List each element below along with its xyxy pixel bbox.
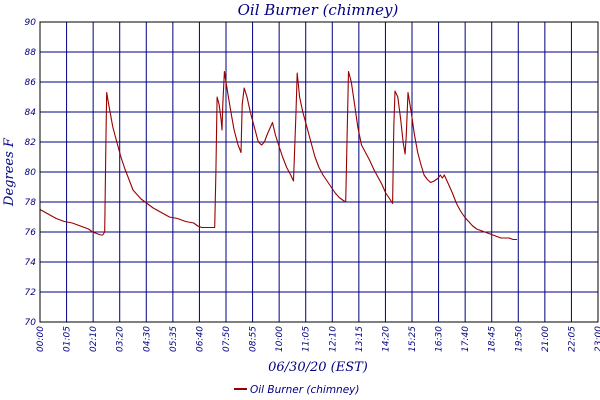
- x-tick-labels: 00:00 01:05 02:10 03:20 04:30 05:35 06:40 07:50…: [36, 326, 600, 352]
- x-tick-label: 14:20: [381, 326, 391, 352]
- y-tick-label: 82: [25, 138, 37, 148]
- x-tick-label: 15:25: [408, 326, 418, 352]
- x-tick-label: 17:40: [461, 326, 471, 352]
- x-tick-label: 07:50: [222, 326, 232, 352]
- y-tick-label: 74: [25, 258, 37, 268]
- chart-title: Oil Burner (chimney): [238, 1, 399, 19]
- x-tick-label: 13:15: [355, 326, 365, 352]
- legend-label: Oil Burner (chimney): [250, 384, 359, 396]
- x-tick-label: 21:00: [541, 326, 551, 352]
- y-tick-label: 72: [25, 288, 37, 298]
- x-tick-label: 10:00: [275, 326, 285, 352]
- x-tick-label: 19:50: [514, 326, 524, 352]
- series-line: [39, 70, 518, 241]
- x-tick-label: 22:05: [567, 326, 577, 352]
- y-tick-label: 78: [25, 198, 37, 208]
- x-tick-label: 23:00: [594, 326, 600, 352]
- x-tick-label: 02:10: [89, 326, 99, 352]
- legend: Oil Burner (chimney): [234, 384, 359, 396]
- x-tick-label: 18:45: [488, 326, 498, 352]
- x-tick-label: 04:30: [142, 326, 152, 352]
- x-tick-label: 06:40: [195, 326, 205, 352]
- y-tick-label: 90: [25, 18, 37, 28]
- x-axis-label: 06/30/20 (EST): [268, 360, 368, 375]
- y-tick-label: 80: [25, 168, 37, 178]
- x-tick-label: 08:55: [249, 326, 259, 352]
- x-tick-label: 11:05: [302, 326, 312, 352]
- x-tick-label: 12:10: [328, 326, 338, 352]
- y-tick-label: 84: [25, 108, 37, 118]
- y-tick-label: 70: [25, 318, 37, 328]
- x-tick-label: 03:20: [116, 326, 126, 352]
- x-tick-label: 05:35: [169, 326, 179, 352]
- plot-frame: [39, 21, 599, 323]
- y-tick-label: 76: [25, 228, 37, 238]
- y-tick-label: 86: [25, 78, 37, 88]
- x-tick-label: 00:00: [36, 326, 46, 352]
- y-tick-label: 88: [25, 48, 37, 58]
- y-tick-labels: 70 72 74 76 78 80 82 84 86 88 90: [25, 18, 37, 328]
- x-tick-label: 01:05: [63, 326, 73, 352]
- x-tick-label: 16:30: [435, 326, 445, 352]
- series-lines: [39, 70, 518, 241]
- grid: [39, 21, 599, 323]
- y-axis-label: Degrees F: [2, 137, 17, 207]
